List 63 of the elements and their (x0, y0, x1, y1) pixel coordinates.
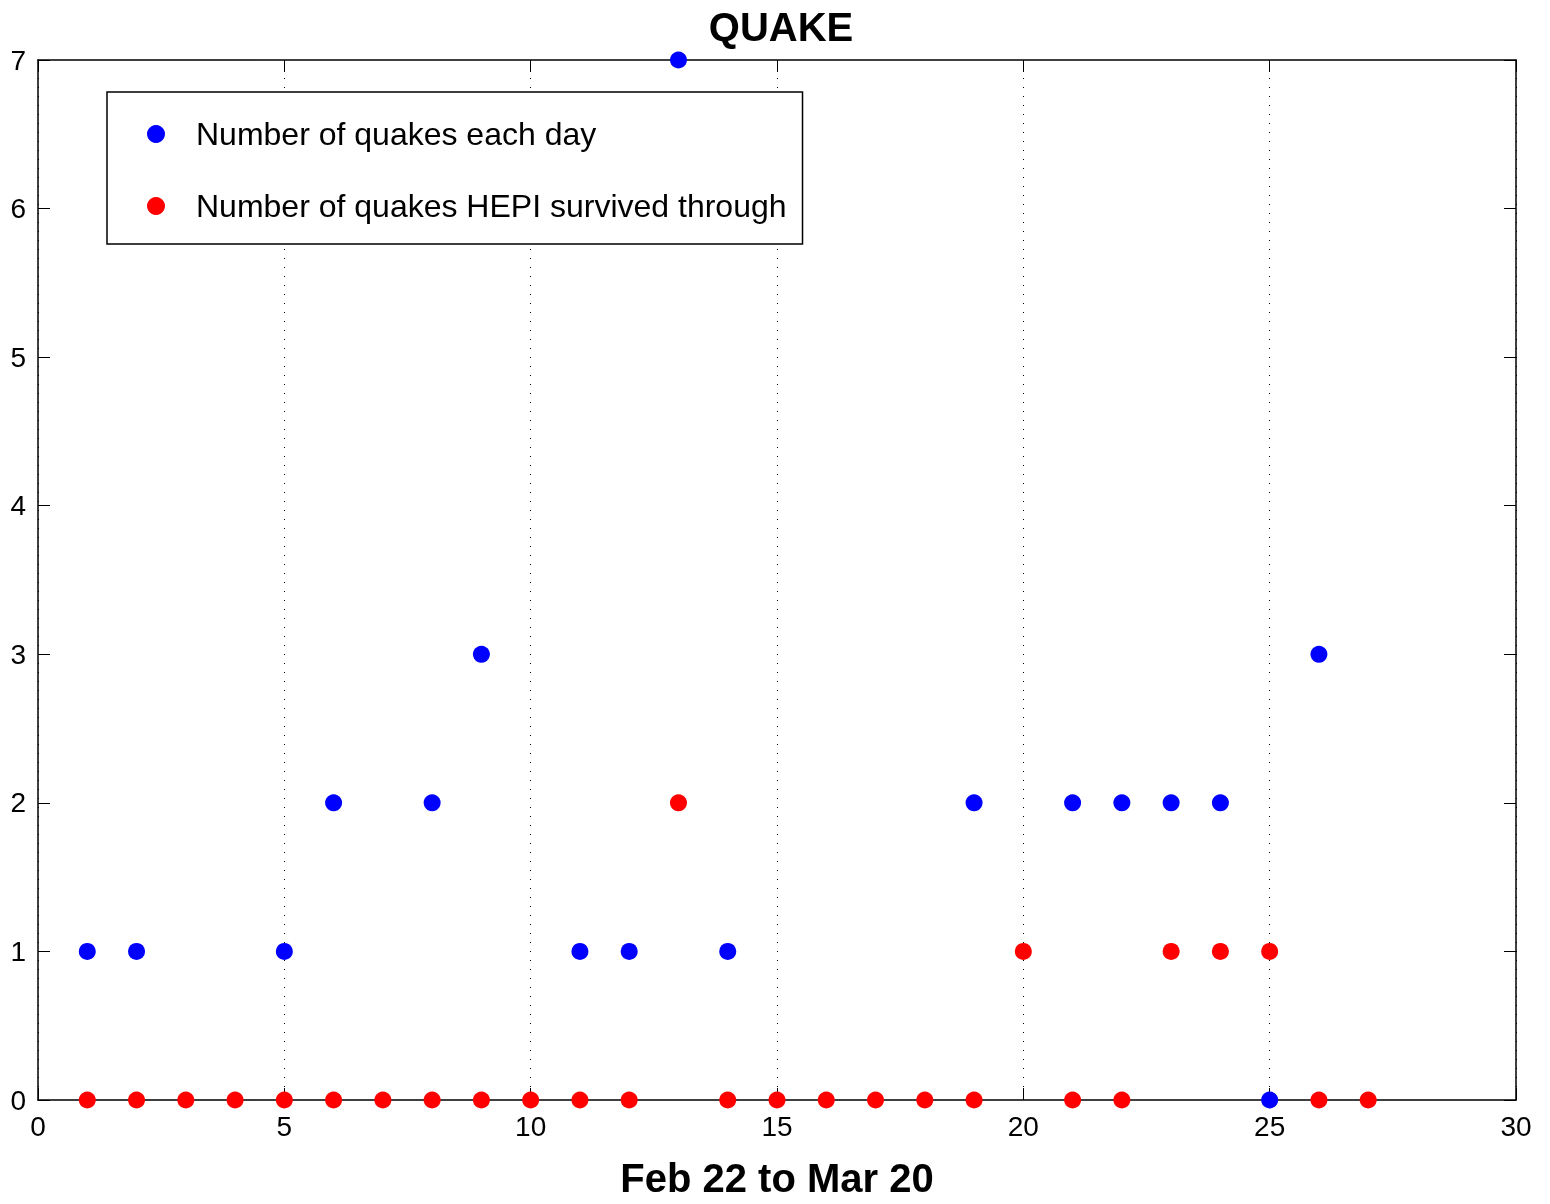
point (78, 1091, 96, 1109)
point (719, 1091, 737, 1109)
point (1064, 1091, 1082, 1109)
point (571, 1091, 589, 1109)
point (1211, 794, 1229, 812)
x-tick-label: 0 (30, 1110, 46, 1142)
x-tick-label: 10 (515, 1110, 547, 1142)
x-tick-label: 20 (1007, 1110, 1039, 1142)
point (1261, 942, 1279, 960)
point (1310, 645, 1328, 663)
point (472, 645, 490, 663)
y-tick-label: 3 (10, 638, 26, 670)
point (620, 1091, 638, 1109)
point (1014, 942, 1032, 960)
point (571, 942, 589, 960)
point (768, 1091, 786, 1109)
x-axis-title: Feb 22 to Mar 20 (620, 1156, 934, 1200)
point (226, 1091, 244, 1109)
legend-label: Number of quakes each day (196, 116, 597, 152)
point (817, 1091, 835, 1109)
y-tick-label: 4 (10, 490, 26, 522)
point (325, 794, 343, 812)
point (374, 1091, 392, 1109)
point (522, 1091, 540, 1109)
point (669, 794, 687, 812)
point (965, 1091, 983, 1109)
chart-title: QUAKE (708, 5, 854, 49)
y-tick-label: 5 (10, 341, 26, 373)
point (719, 942, 737, 960)
point (1211, 942, 1229, 960)
point (128, 1091, 146, 1109)
point (1162, 794, 1180, 812)
point (275, 1091, 293, 1109)
y-tick-label: 1 (10, 935, 26, 967)
point (1359, 1091, 1377, 1109)
x-tick-label: 15 (761, 1110, 793, 1142)
point (1162, 942, 1180, 960)
point (1261, 1091, 1279, 1109)
point (472, 1091, 490, 1109)
point (128, 942, 146, 960)
point (1113, 1091, 1131, 1109)
point (669, 51, 687, 69)
point (78, 942, 96, 960)
x-tick-label: 25 (1254, 1110, 1286, 1142)
x-tick-label: 30 (1500, 1110, 1532, 1142)
x-tick-label: 5 (276, 1110, 293, 1142)
point (423, 794, 441, 812)
point (916, 1091, 934, 1109)
point (275, 942, 293, 960)
point (867, 1091, 885, 1109)
point (1064, 794, 1082, 812)
point (1113, 794, 1131, 812)
y-tick-label: 7 (10, 44, 26, 76)
point (325, 1091, 343, 1109)
point (1310, 1091, 1328, 1109)
y-tick-label: 0 (10, 1084, 26, 1116)
point (177, 1091, 195, 1109)
y-tick-label: 2 (10, 787, 26, 819)
point (423, 1091, 441, 1109)
y-tick-label: 6 (10, 193, 26, 225)
legend-label: Number of quakes HEPI survived through (196, 188, 787, 224)
point (965, 794, 983, 812)
point (620, 942, 638, 960)
